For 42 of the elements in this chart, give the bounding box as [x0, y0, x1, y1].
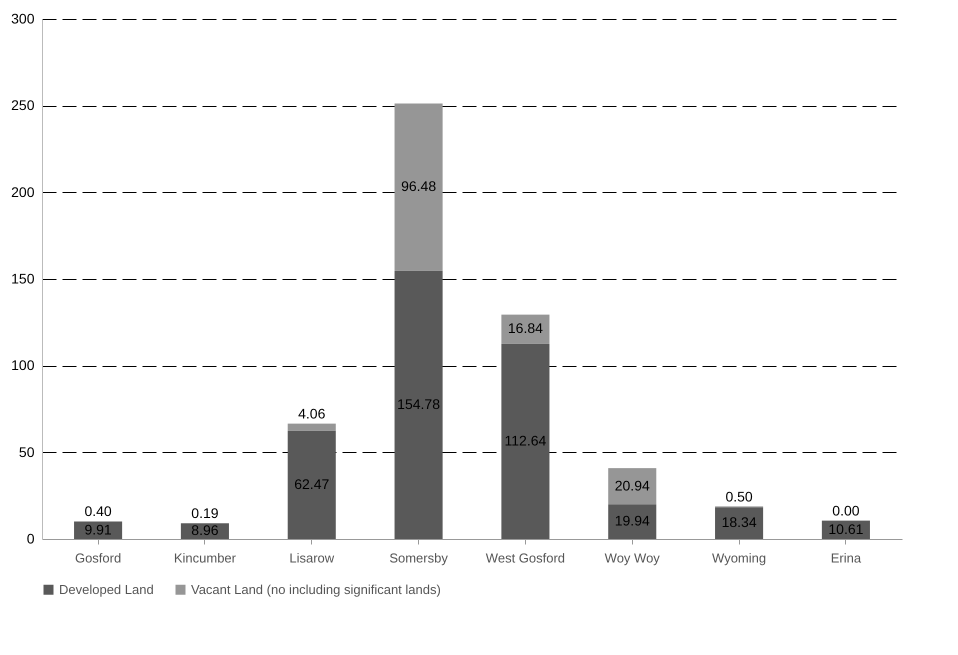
data-label: 154.78	[397, 396, 440, 412]
y-tick-label: 150	[11, 270, 35, 286]
data-label: 19.94	[614, 512, 650, 529]
bar	[608, 468, 656, 504]
bar	[608, 504, 656, 539]
bar	[288, 424, 336, 431]
legend-label: Developed Land	[59, 582, 154, 597]
x-tick-label: Wyoming	[712, 550, 766, 566]
bar	[715, 507, 764, 539]
bar	[501, 344, 550, 539]
x-tick-label: Lisarow	[289, 550, 335, 566]
bar	[501, 314, 550, 344]
y-tick-label: 300	[11, 10, 35, 26]
x-tick-label: Gosford	[74, 550, 122, 566]
data-label: 112.64	[504, 432, 547, 448]
data-label: 0.00	[832, 502, 860, 519]
y-tick-label: 0	[26, 530, 35, 546]
bar	[394, 270, 443, 539]
data-label: 96.48	[401, 178, 436, 194]
x-tick-label: Somersby	[389, 550, 448, 566]
y-tick-label: 200	[11, 184, 35, 200]
legend-label: Vacant Land (no including significant lands)	[191, 582, 441, 597]
data-label: 0.19	[191, 505, 219, 522]
data-label: 8.96	[191, 522, 219, 538]
data-label: 16.84	[508, 320, 544, 336]
data-label: 0.40	[84, 503, 112, 520]
x-tick-label: Erina	[830, 550, 862, 566]
data-label: 0.50	[725, 488, 753, 504]
x-tick-label: Kincumber	[174, 550, 237, 566]
bar	[288, 430, 336, 539]
x-tick-label: Woy Woy	[604, 550, 660, 566]
data-label: 18.34	[722, 514, 757, 530]
bar	[394, 103, 443, 271]
data-label: 62.47	[294, 476, 330, 492]
y-tick-label: 50	[18, 444, 35, 460]
y-tick-label: 100	[11, 357, 35, 374]
data-label: 10.61	[828, 520, 864, 537]
data-label: 4.06	[298, 406, 326, 422]
data-label: 9.91	[84, 521, 112, 538]
data-label: 20.94	[614, 477, 650, 494]
y-tick-label: 250	[11, 97, 35, 114]
x-tick-label: West Gosford	[486, 550, 566, 566]
